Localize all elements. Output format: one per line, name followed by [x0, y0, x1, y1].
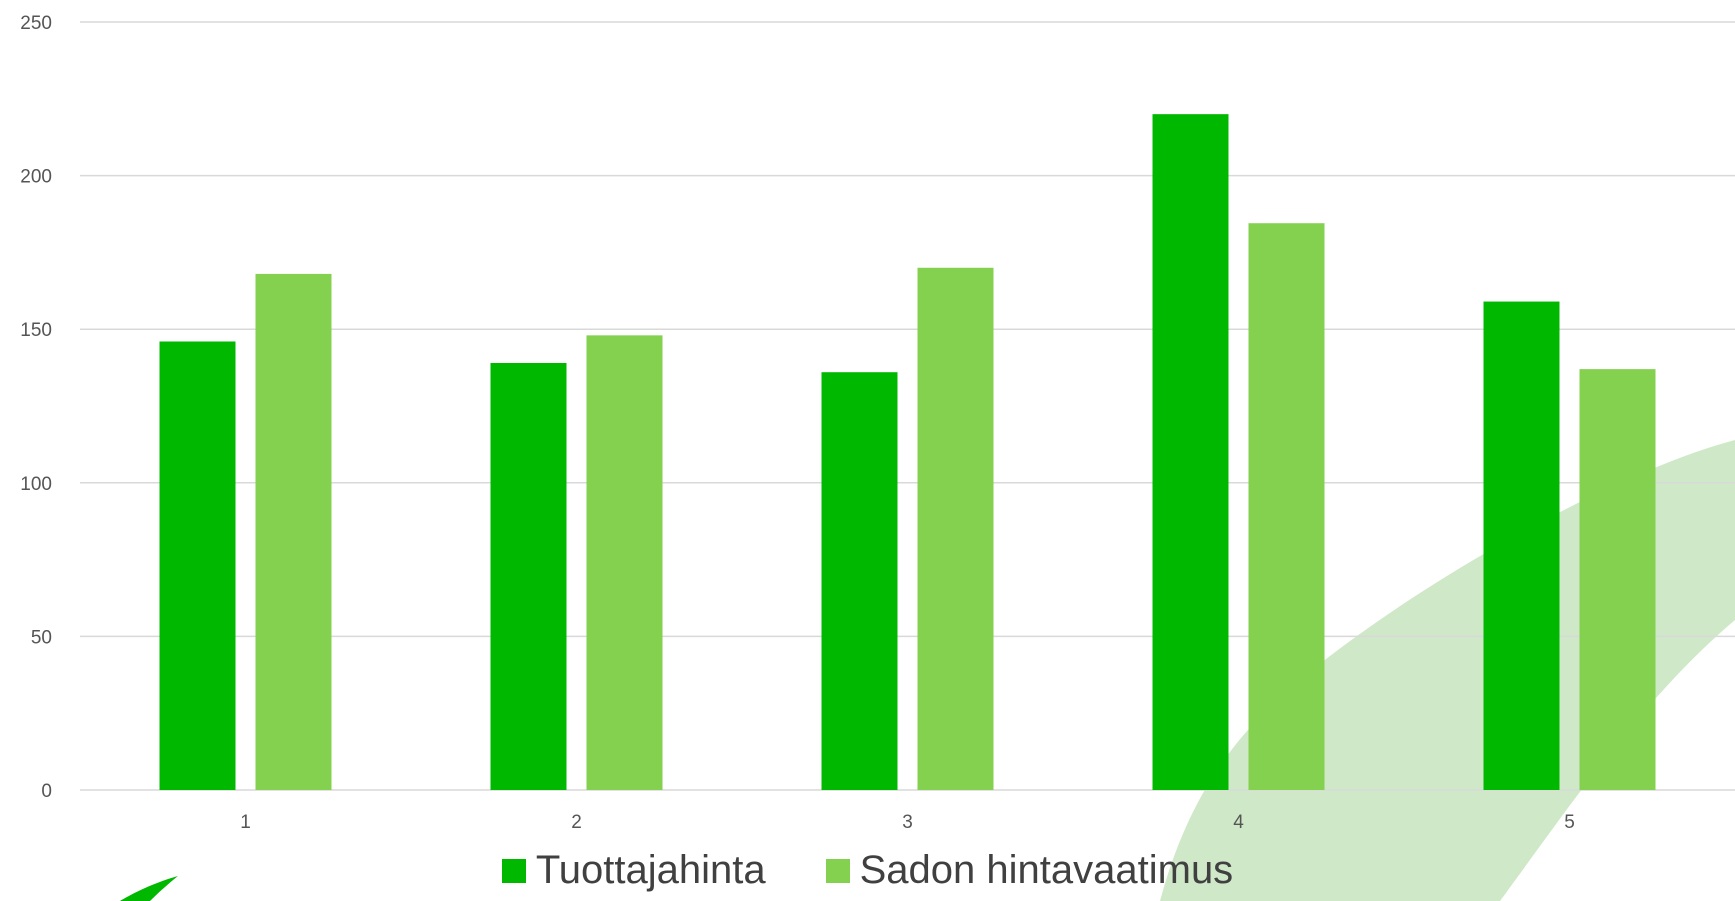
- legend-label-series-1: Tuottajahinta: [535, 848, 766, 892]
- bar-series-2-category-5: [1579, 369, 1656, 790]
- y-tick-label: 0: [41, 781, 52, 802]
- y-axis-tick-labels: 0 50 100 150 200 250: [20, 13, 52, 802]
- leaf-decoration-small: [120, 876, 178, 901]
- bar-series-2-category-3: [917, 267, 994, 790]
- legend-swatch-series-1: [501, 858, 526, 883]
- bar-series-1-category-1: [159, 341, 236, 790]
- legend-swatch-series-2: [825, 858, 850, 883]
- bar-series-1-category-5: [1483, 301, 1560, 790]
- legend-item-series-1: Tuottajahinta: [501, 848, 766, 893]
- gridlines: [80, 21, 1735, 791]
- bar-series-1-category-3: [821, 372, 898, 790]
- legend-item-series-2: Sadon hintavaatimus: [825, 848, 1234, 893]
- x-tick-label: 3: [902, 812, 913, 833]
- y-tick-label: 200: [20, 167, 52, 188]
- x-tick-label: 5: [1564, 812, 1575, 833]
- bar-series-1-category-4: [1152, 114, 1229, 790]
- y-tick-label: 100: [20, 474, 52, 495]
- legend: Tuottajahinta Sadon hintavaatimus: [0, 848, 1735, 893]
- bars: [159, 114, 1656, 790]
- x-tick-label: 2: [571, 812, 582, 833]
- x-tick-label: 4: [1233, 812, 1244, 833]
- bar-series-2-category-1: [255, 273, 332, 790]
- y-tick-label: 250: [20, 13, 52, 34]
- legend-label-series-2: Sadon hintavaatimus: [859, 848, 1234, 892]
- bar-series-1-category-2: [490, 362, 567, 790]
- x-tick-label: 1: [240, 812, 251, 833]
- y-tick-label: 150: [20, 320, 52, 341]
- bar-series-2-category-2: [586, 335, 663, 790]
- x-axis-tick-labels: 1 2 3 4 5: [240, 812, 1575, 833]
- y-tick-label: 50: [31, 627, 52, 648]
- bar-series-2-category-4: [1248, 223, 1325, 790]
